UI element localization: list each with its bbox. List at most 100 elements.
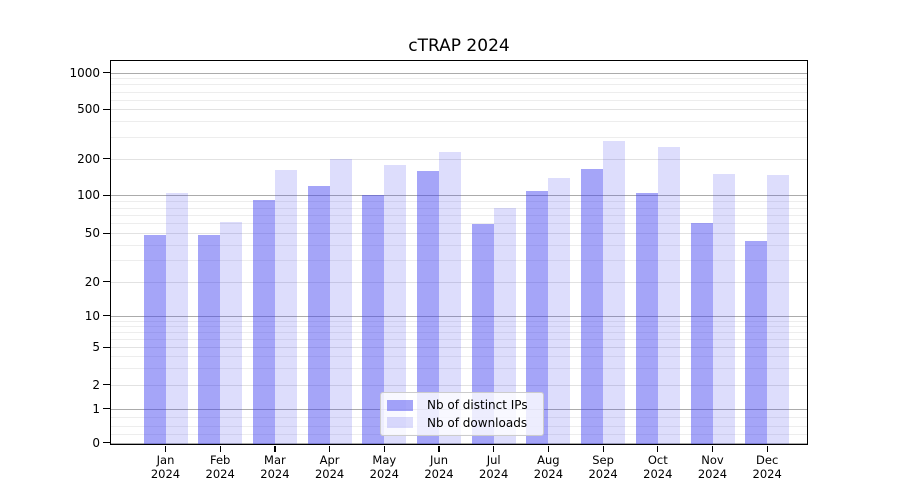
x-axis-tick-label: Nov 2024 [697, 453, 728, 481]
x-axis-tick [547, 445, 550, 452]
y-axis-tick [103, 384, 110, 386]
y-axis-tick-label: 100 [77, 188, 100, 203]
bar-distinct-ips [635, 192, 658, 445]
bar-distinct-ips [745, 241, 768, 445]
minor-gridline [111, 214, 807, 216]
bar-distinct-ips [362, 195, 385, 445]
x-axis-tick [766, 445, 768, 452]
bar-distinct-ips [581, 168, 604, 445]
minor-gridline [111, 201, 807, 203]
bar-distinct-ips [690, 223, 713, 445]
y-axis-tick [103, 232, 110, 234]
minor-gridline [111, 99, 807, 101]
x-axis-tick-label: Jul 2024 [479, 453, 509, 481]
major-gridline [111, 442, 807, 444]
y-axis-tick-label: 10 [84, 308, 100, 323]
y-axis-tick-label: 0 [92, 435, 100, 450]
bar-downloads [712, 173, 735, 445]
major-gridline [111, 109, 807, 111]
minor-gridline [111, 368, 807, 370]
major-gridline [111, 315, 807, 317]
y-axis-tick [103, 441, 110, 444]
y-axis-tick-label: 5 [92, 340, 100, 355]
x-axis-tick-label: May 2024 [369, 453, 399, 481]
bar-downloads [603, 140, 626, 445]
bar-downloads [657, 146, 680, 445]
legend-swatch-downloads-icon [387, 417, 413, 429]
x-axis-tick [711, 445, 714, 452]
legend: Nb of distinct IPs Nb of downloads [380, 392, 544, 436]
minor-gridline [111, 260, 807, 262]
x-axis-tick [164, 445, 167, 452]
minor-gridline [111, 121, 807, 123]
minor-gridline [111, 207, 807, 209]
major-gridline [111, 195, 807, 197]
chart-title: cTRAP 2024 [408, 36, 510, 56]
major-gridline [111, 233, 807, 235]
x-axis-tick-label: Apr 2024 [314, 453, 345, 481]
minor-gridline [111, 78, 807, 80]
x-axis-tick [438, 445, 440, 452]
minor-gridline [111, 245, 807, 247]
x-axis-tick-label: Jun 2024 [424, 453, 454, 481]
y-axis-tick-label: 200 [77, 151, 100, 166]
x-axis-tick-label: Dec 2024 [752, 453, 782, 481]
minor-gridline [111, 91, 807, 93]
y-axis-tick [103, 346, 110, 348]
y-axis-tick [103, 408, 110, 410]
bar-distinct-ips [417, 171, 439, 445]
y-axis-tick-label: 1000 [69, 65, 100, 80]
bar-downloads [439, 151, 461, 445]
bar-distinct-ips [526, 191, 549, 445]
x-axis-tick-label: Oct 2024 [643, 453, 673, 481]
legend-label-downloads: Nb of downloads [427, 415, 528, 430]
legend-label-distinct-ips: Nb of distinct IPs [427, 398, 528, 413]
x-axis-tick [329, 445, 331, 452]
minor-gridline [111, 356, 807, 358]
bar-distinct-ips [198, 235, 221, 445]
major-gridline [111, 347, 807, 349]
bar-downloads [384, 164, 407, 445]
major-gridline [111, 72, 807, 74]
legend-item-downloads: Nb of downloads [385, 416, 539, 430]
y-axis-tick [103, 158, 110, 160]
x-axis-tick [383, 445, 385, 452]
x-axis-tick-label: Jan 2024 [150, 453, 181, 481]
minor-gridline [111, 136, 807, 138]
x-axis-tick [657, 445, 659, 452]
bar-distinct-ips [252, 199, 275, 445]
bar-downloads [165, 192, 188, 445]
bar-distinct-ips [471, 224, 494, 445]
major-gridline [111, 384, 807, 386]
minor-gridline [111, 338, 807, 340]
x-axis-tick [493, 445, 495, 452]
y-axis-tick [103, 281, 110, 283]
bar-distinct-ips [143, 235, 166, 445]
minor-gridline [111, 320, 807, 322]
y-axis-tick-label: 50 [84, 226, 100, 241]
bar-downloads [767, 174, 790, 445]
y-axis-tick-label: 2 [92, 377, 100, 392]
legend-swatch-distinct-ips-icon [387, 399, 413, 411]
y-axis-tick-label: 1 [92, 401, 100, 416]
bar-downloads [548, 177, 571, 445]
y-axis-tick [103, 194, 110, 196]
major-gridline [111, 158, 807, 160]
bar-downloads [274, 169, 297, 445]
x-axis-tick [219, 445, 221, 452]
major-gridline [111, 281, 807, 283]
x-axis-tick-label: Feb 2024 [205, 453, 235, 481]
bar-downloads [329, 158, 352, 445]
y-axis-tick-label: 20 [84, 274, 100, 289]
legend-item-distinct-ips: Nb of distinct IPs [385, 398, 539, 412]
x-axis-tick [274, 445, 276, 452]
bar-downloads [220, 221, 243, 445]
y-axis-tick [103, 108, 110, 110]
bar-distinct-ips [307, 185, 330, 445]
x-axis-tick [602, 445, 604, 452]
minor-gridline [111, 331, 807, 333]
x-axis-tick-label: Aug 2024 [533, 453, 564, 481]
y-axis-tick-label: 500 [77, 102, 100, 117]
x-axis-tick-label: Sep 2024 [588, 453, 618, 481]
